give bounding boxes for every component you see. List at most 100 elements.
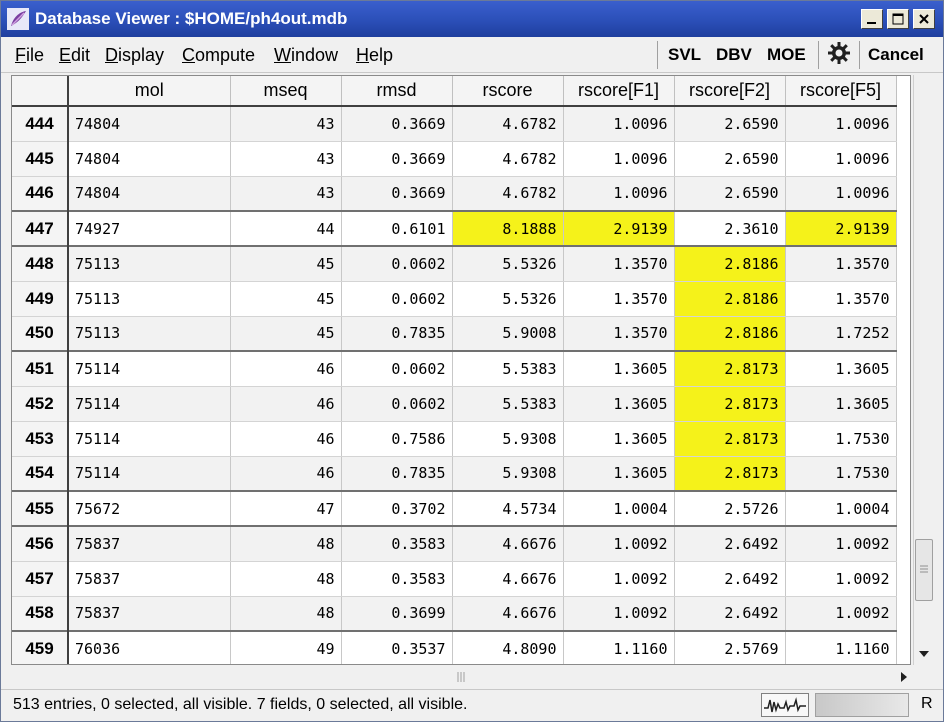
row-number[interactable]: 451 <box>12 350 69 387</box>
table-row[interactable]: 455 75672 47 0.3702 4.5734 1.0004 2.5726 1.0004 <box>12 490 897 527</box>
table-cell[interactable]: 1.0096 <box>785 141 897 177</box>
table-cell[interactable]: 45 <box>230 245 342 282</box>
table-row[interactable]: 448 75113 45 0.0602 5.5326 1.3570 2.8186 1.3570 <box>12 245 897 282</box>
table-cell[interactable]: 1.3570 <box>563 316 675 352</box>
svl-button[interactable]: SVL <box>668 45 702 64</box>
table-cell[interactable]: 2.5769 <box>674 630 786 664</box>
table-cell[interactable]: 2.6590 <box>674 176 786 212</box>
table-cell[interactable]: 5.9308 <box>452 421 564 457</box>
table-cell[interactable]: 47 <box>230 490 342 527</box>
table-cell[interactable]: 1.3570 <box>785 281 897 317</box>
table-cell[interactable]: 1.0092 <box>563 525 675 562</box>
column-header[interactable]: rscore[F5] <box>785 76 897 107</box>
table-cell[interactable]: 1.0096 <box>563 176 675 212</box>
table-cell[interactable]: 1.7530 <box>785 421 897 457</box>
table-cell[interactable]: 43 <box>230 106 342 142</box>
table-cell[interactable]: 4.6676 <box>452 561 564 597</box>
table-cell[interactable]: 1.3570 <box>563 281 675 317</box>
table-cell[interactable]: 1.0092 <box>563 561 675 597</box>
table-cell[interactable]: 1.3605 <box>563 456 675 492</box>
table-cell[interactable]: 1.0092 <box>785 525 897 562</box>
table-cell[interactable]: 1.7530 <box>785 456 897 492</box>
table-cell[interactable]: 5.9008 <box>452 316 564 352</box>
row-number[interactable]: 445 <box>12 141 69 177</box>
row-number[interactable]: 448 <box>12 245 69 282</box>
table-cell[interactable]: 1.0004 <box>785 490 897 527</box>
table-cell[interactable]: 0.3669 <box>341 176 453 212</box>
table-cell[interactable]: 5.5383 <box>452 386 564 422</box>
table-cell[interactable]: 46 <box>230 456 342 492</box>
table-cell[interactable]: 46 <box>230 386 342 422</box>
table-cell[interactable]: 75114 <box>68 421 231 457</box>
table-cell[interactable]: 5.5326 <box>452 245 564 282</box>
table-cell[interactable]: 1.3570 <box>563 245 675 282</box>
table-row[interactable]: 446 74804 43 0.3669 4.6782 1.0096 2.6590 1.0096 <box>12 176 897 212</box>
title-bar[interactable]: Database Viewer : $HOME/ph4out.mdb <box>1 1 943 37</box>
table-row[interactable]: 457 75837 48 0.3583 4.6676 1.0092 2.6492 1.0092 <box>12 561 897 597</box>
grip-icon[interactable] <box>456 671 466 683</box>
moe-button[interactable]: MOE <box>767 45 806 64</box>
table-row[interactable]: 449 75113 45 0.0602 5.5326 1.3570 2.8186 1.3570 <box>12 281 897 317</box>
table-cell[interactable]: 2.3610 <box>674 210 786 247</box>
table-cell[interactable]: 4.6676 <box>452 596 564 632</box>
row-number[interactable]: 455 <box>12 490 69 527</box>
table-cell[interactable]: 0.3669 <box>341 106 453 142</box>
table-cell[interactable]: 43 <box>230 176 342 212</box>
table-row[interactable]: 444 74804 43 0.3669 4.6782 1.0096 2.6590 1.0096 <box>12 106 897 142</box>
table-cell[interactable]: 0.7835 <box>341 456 453 492</box>
column-header[interactable]: mol <box>68 76 231 107</box>
horizontal-scrollbar[interactable] <box>11 667 937 687</box>
table-cell[interactable]: 75837 <box>68 596 231 632</box>
table-row[interactable]: 451 75114 46 0.0602 5.5383 1.3605 2.8173 1.3605 <box>12 350 897 387</box>
table-cell[interactable]: 48 <box>230 525 342 562</box>
row-number[interactable]: 452 <box>12 386 69 422</box>
table-cell[interactable]: 0.3537 <box>341 630 453 664</box>
row-number[interactable]: 446 <box>12 176 69 212</box>
table-cell[interactable]: 2.5726 <box>674 490 786 527</box>
row-number[interactable]: 454 <box>12 456 69 492</box>
vertical-scroll-thumb[interactable] <box>915 539 933 601</box>
table-cell[interactable]: 1.1160 <box>563 630 675 664</box>
menu-help[interactable]: Help <box>356 45 394 65</box>
table-cell[interactable]: 1.1160 <box>785 630 897 664</box>
table-cell[interactable]: 44 <box>230 210 342 247</box>
table-cell[interactable]: 0.3583 <box>341 525 453 562</box>
table-cell[interactable]: 2.8173 <box>674 386 786 422</box>
dbv-button[interactable]: DBV <box>716 45 752 64</box>
table-cell[interactable]: 75114 <box>68 350 231 387</box>
table-cell[interactable]: 74927 <box>68 210 231 247</box>
menu-compute[interactable]: Compute <box>182 45 256 65</box>
menu-display[interactable]: Display <box>105 45 165 65</box>
table-cell[interactable]: 2.8186 <box>674 245 786 282</box>
table-row[interactable]: 456 75837 48 0.3583 4.6676 1.0092 2.6492 1.0092 <box>12 525 897 562</box>
table-cell[interactable]: 1.7252 <box>785 316 897 352</box>
table-cell[interactable]: 2.6492 <box>674 525 786 562</box>
row-number[interactable]: 447 <box>12 210 69 247</box>
scroll-right-arrow-icon[interactable] <box>897 670 911 684</box>
table-cell[interactable]: 0.7586 <box>341 421 453 457</box>
table-cell[interactable]: 1.0092 <box>563 596 675 632</box>
data-grid[interactable]: mol mseq rmsd rscore rscore[F1] rscore[F… <box>11 75 911 665</box>
table-cell[interactable]: 1.3605 <box>563 421 675 457</box>
table-cell[interactable]: 75114 <box>68 456 231 492</box>
menu-window[interactable]: Window <box>274 45 339 65</box>
table-cell[interactable]: 1.3605 <box>785 350 897 387</box>
table-cell[interactable]: 74804 <box>68 141 231 177</box>
table-cell[interactable]: 2.6492 <box>674 596 786 632</box>
cancel-button[interactable]: Cancel <box>868 45 924 64</box>
table-cell[interactable]: 4.6782 <box>452 176 564 212</box>
table-cell[interactable]: 1.3570 <box>785 245 897 282</box>
table-cell[interactable]: 2.6590 <box>674 106 786 142</box>
table-cell[interactable]: 0.3699 <box>341 596 453 632</box>
corner-header[interactable] <box>12 76 69 107</box>
table-cell[interactable]: 4.8090 <box>452 630 564 664</box>
table-cell[interactable]: 0.3669 <box>341 141 453 177</box>
row-number[interactable]: 453 <box>12 421 69 457</box>
column-header[interactable]: rscore <box>452 76 564 107</box>
table-cell[interactable]: 2.8173 <box>674 421 786 457</box>
table-cell[interactable]: 2.9139 <box>785 210 897 247</box>
table-cell[interactable]: 46 <box>230 350 342 387</box>
table-cell[interactable]: 1.0092 <box>785 561 897 597</box>
row-number[interactable]: 459 <box>12 630 69 664</box>
table-cell[interactable]: 1.3605 <box>785 386 897 422</box>
